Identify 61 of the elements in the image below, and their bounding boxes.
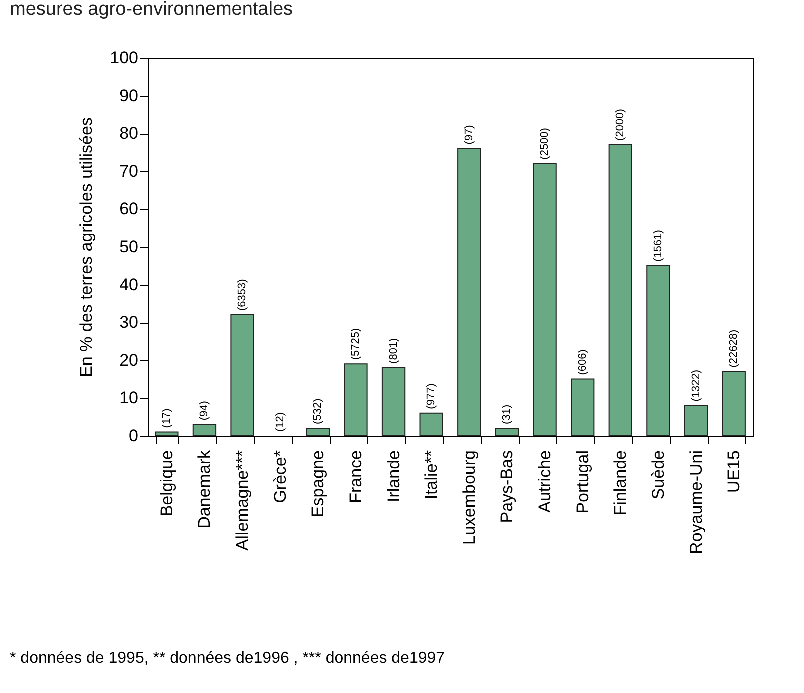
bar xyxy=(608,144,632,436)
annotation: (532) xyxy=(312,398,324,424)
y-tick-label: 50 xyxy=(120,238,138,256)
x-tick-label: Allemagne*** xyxy=(233,450,252,551)
bar xyxy=(533,163,557,436)
y-tick-label: 90 xyxy=(120,86,138,106)
x-tick-label: UE15 xyxy=(724,450,744,494)
x-tick-label: Irlande xyxy=(384,450,404,502)
bar xyxy=(192,424,217,436)
annotation: (1322) xyxy=(690,370,702,402)
bar xyxy=(722,371,746,436)
y-tick-label: 100 xyxy=(110,48,138,68)
bar xyxy=(306,428,330,436)
bar xyxy=(495,428,520,436)
x-tick-label: Danemark xyxy=(195,450,214,529)
x-tick-label: Belgique xyxy=(157,450,176,517)
annotation: (2500) xyxy=(539,128,552,160)
x-tick-label: Espagne xyxy=(308,450,328,518)
x-tick-label: Grèce* xyxy=(270,450,290,504)
annotation: (977) xyxy=(426,384,438,410)
bar xyxy=(420,412,444,436)
y-axis-title: En % des terres agricoles utilisées xyxy=(77,118,96,378)
x-tick-label: Pays-Bas xyxy=(498,450,517,524)
annotation: (6353) xyxy=(236,279,249,312)
y-tick-label: 70 xyxy=(120,162,138,181)
text: * données de 1995, ** données de1996 , *** données de1997 xyxy=(10,650,446,667)
y-tick-label: 40 xyxy=(120,275,138,294)
x-tick-label: Royaume-Uni xyxy=(686,450,706,554)
y-tick-label: 0 xyxy=(129,426,138,446)
bar xyxy=(230,314,254,436)
x-tick-label: Finlande xyxy=(611,450,630,516)
bar xyxy=(684,405,708,436)
y-tick-label: 10 xyxy=(120,388,138,408)
bar xyxy=(344,364,368,436)
bar xyxy=(646,265,670,436)
annotation: (31) xyxy=(501,404,514,424)
annotation: (12) xyxy=(274,412,286,432)
annotation: (97) xyxy=(463,125,476,145)
annotation: (801) xyxy=(388,338,400,364)
bar xyxy=(458,148,482,436)
x-tick-label: Autriche xyxy=(536,450,555,513)
annotation: (5725) xyxy=(350,328,362,360)
x-tick-label: France xyxy=(346,450,366,504)
x-tick-label: Suède xyxy=(648,450,668,500)
chart-title: mesures agro-environnementales xyxy=(10,0,294,20)
annotation: (2000) xyxy=(614,109,627,141)
bar xyxy=(155,432,179,436)
annotation: (94) xyxy=(198,401,211,421)
bar xyxy=(382,367,406,436)
x-tick-label: Italie** xyxy=(422,450,442,500)
x-tick-label: Luxembourg xyxy=(460,450,479,546)
y-tick-label: 60 xyxy=(120,200,138,219)
annotation: (17) xyxy=(160,408,173,428)
annotation: (1561) xyxy=(652,230,664,262)
annotation: (22628) xyxy=(728,330,740,368)
bar xyxy=(571,378,595,436)
y-tick-label: 30 xyxy=(120,313,138,332)
y-tick-label: 20 xyxy=(120,350,138,370)
y-tick-label: 80 xyxy=(120,124,138,144)
annotation: (606) xyxy=(576,350,589,376)
x-tick-label: Portugal xyxy=(573,450,592,514)
